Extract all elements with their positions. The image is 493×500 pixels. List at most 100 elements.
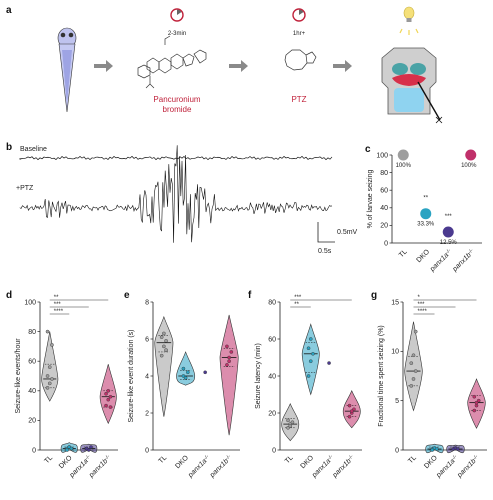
chart-panel-f: f 0 20 40 60 80 Seizure latency (min) TL DKO panx… [248,290,362,480]
y-tick-label: 0 [272,447,276,454]
significance-label: *** [294,295,302,301]
ptz-structure-icon [284,49,317,71]
step1-drug-line1: Pancuronium [153,95,200,104]
data-point [411,377,416,381]
chart-panel-c: c 0 20 40 60 80 100 % of larvae seizing 100% TL 33… [365,144,482,274]
timer-icon [292,8,306,22]
significance-label: **** [418,309,428,315]
data-point [162,331,166,336]
timer-icon [170,8,184,22]
category-label: panx1b-/- [208,454,234,480]
y-tick-label: 0 [395,447,399,454]
data-point [308,337,313,341]
y-tick-label: 6 [145,336,149,343]
data-point [89,445,93,449]
data-point [474,400,479,405]
category-label: DKO [299,454,315,470]
trace-baseline-label: Baseline [20,146,47,153]
data-point [106,388,111,393]
data-point [347,403,352,408]
panel-a-letter: a [6,5,12,16]
data-point [327,361,331,365]
data-point [434,447,439,451]
y-tick-label: 5 [395,398,399,405]
significance-label: ** [54,295,59,301]
violin-DKO [176,351,196,386]
y-axis-label: % of larvae seizing [367,170,374,229]
data-point [472,408,477,413]
violin-panx1b-/- [99,364,117,425]
data-point [225,363,229,367]
significance-label: *** [445,214,453,220]
data-point [183,376,188,380]
data-point [308,359,313,364]
y-axis-label: Seizure-like event duration (s) [128,330,135,423]
value-label: 33.3% [417,222,435,228]
category-label: panx1a-/- [434,454,460,480]
y-tick-label: 40 [28,388,36,395]
data-point [108,405,113,409]
data-point [290,420,295,425]
y-tick-label: 2 [145,410,149,417]
percent-marker [397,149,409,161]
data-point [181,366,186,371]
data-point [203,370,207,375]
panel-b-letter: b [6,142,12,153]
data-point [50,377,54,381]
violin-panx1b-/- [219,314,239,436]
category-label: panx1b-/- [455,454,481,480]
data-point [159,335,164,339]
data-point [409,384,414,388]
y-tick-label: 60 [380,188,388,195]
significance-label: ** [294,302,299,308]
panel-letter: d [6,290,12,301]
panel-letter: c [365,144,371,155]
data-point [413,329,418,334]
trace-ptz-label: +PTZ [16,185,34,192]
larval-brain-icon [381,47,443,124]
arrow-right-icon [94,60,113,72]
category-label: TL [407,454,418,465]
value-label: 100% [396,163,412,169]
data-point [186,370,190,375]
violin-TL [154,315,174,417]
y-tick-label: 80 [380,170,388,177]
panel-letter: f [248,290,252,301]
y-tick-label: 40 [268,373,276,380]
data-point [227,355,231,360]
arrow-right-icon [333,60,352,72]
data-point [159,353,164,358]
violin-TL [404,321,423,412]
significance-label: *** [54,302,62,308]
data-point [455,447,460,451]
y-axis-label: Fractional time spent seizing (%) [378,325,385,427]
step2-drug: PTZ [291,95,306,104]
data-point [104,403,108,408]
category-label: panx1a-/- [428,248,454,274]
data-point [227,359,231,364]
pancuronium-structure-icon [137,35,207,89]
data-point [104,391,108,396]
percent-marker [420,208,432,220]
data-point [69,446,74,451]
data-point [306,346,311,351]
category-label: TL [43,454,54,465]
category-label: panx1b-/- [450,248,476,274]
data-point [349,409,354,413]
baseline-trace [19,155,333,161]
data-point [108,394,113,399]
step1-drug-line2: bromide [163,105,192,114]
data-point [411,353,416,358]
data-point [164,339,168,343]
data-point [106,397,111,402]
data-point [286,418,290,423]
data-point [50,343,54,347]
y-axis-label: Seizure-like events/hour [15,338,22,414]
y-tick-label: 20 [268,410,276,417]
step2-time: 1hr+ [293,31,306,37]
data-point [84,446,89,451]
data-point [430,448,435,452]
y-tick-label: 8 [145,299,149,306]
y-tick-label: 40 [380,205,388,212]
